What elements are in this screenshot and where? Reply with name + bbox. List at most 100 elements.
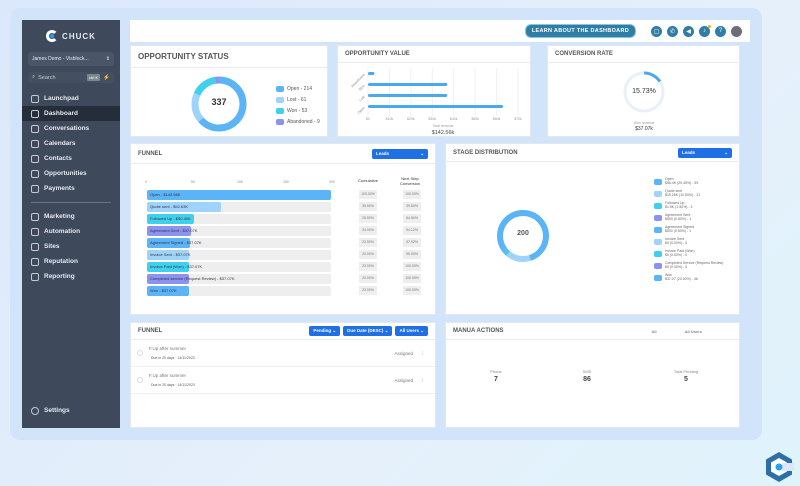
cumulative-value: 23.00% [359,274,377,283]
sidebar-item-automation[interactable]: Automation [22,224,120,239]
task-due: Due in 20 days · 14/11/2023 [151,356,195,360]
funnel-row: Invoice Sent - $37.07K [147,250,331,260]
stat-value: 7 [494,376,498,383]
legend-swatch [654,251,662,257]
sidebar-item-reputation[interactable]: Reputation [22,254,120,269]
cumulative-header: Cumulative [357,178,378,183]
task-item[interactable]: F.Up after summer Due in 20 days · 14/11/… [131,340,435,367]
funnel-row: Completed service (Request Review) - $37… [147,274,331,284]
legend-item: Quote sent $15.26K (10.50%) - 21 [654,189,723,197]
select-value: Leads [682,149,696,155]
funnel-bar-label: Won - $37.07K [150,288,177,293]
value-bar [368,105,503,108]
sidebar-item-settings[interactable]: Settings [22,403,79,418]
search-input[interactable]: ⌕ Search ctrl K ⚡ [28,72,114,83]
sidebar-item-dashboard[interactable]: Dashboard [22,106,120,121]
sidebar-item-payments[interactable]: Payments [22,181,120,196]
funnel-row: Agreement Signed - $37.07K [147,238,331,248]
legend-detail: $37.07 (23.00%) - 46 [665,277,698,281]
card-title: OPPORTUNITY STATUS [138,52,229,61]
user-filter[interactable]: All Users ⌄ [395,326,428,336]
task-status: Assigned [394,351,413,356]
task-checkbox[interactable] [137,350,143,356]
sidebar-item-opportunities[interactable]: Opportunities [22,166,120,181]
legend-detail: $0 (0.00%) - 0 [665,253,688,257]
phone-icon[interactable]: ✆ [667,25,678,37]
ring-progress [623,71,665,113]
kebab-menu-icon[interactable]: ⋮ [420,351,426,356]
legend-label: Abandoned - 9 [287,119,320,125]
y-tick-label: Won [358,84,366,92]
x-tick-label: 100 [237,180,243,184]
sidebar-item-label: Settings [44,407,70,414]
card-header: FUNNEL Pending ⌄ Due Date (DESC) ⌄ All U… [131,323,435,340]
legend-label: Won [665,273,673,277]
funnel-pipeline-select[interactable]: Leads ⌄ [372,148,428,159]
funnel-bar-label: Invoice Sent - $37.07K [150,252,191,257]
stage-pipeline-select[interactable]: Leads ⌄ [678,147,732,158]
account-switcher[interactable]: James Demo - Visblock... ⇕ [28,52,114,66]
funnel-row: Agreement Sent - $37.07K [147,226,331,236]
bolt-icon[interactable]: ⚡ [103,74,110,81]
sidebar-item-marketing[interactable]: Marketing [22,209,120,224]
status-filter[interactable]: Pending ⌄ [309,326,341,336]
select-value: All Users [399,328,419,333]
next-step-value: 94.12% [403,226,421,235]
select-value: Pending [313,328,332,333]
legend-label: Completed Service (Request Review) [665,261,724,265]
payments-icon [31,184,39,193]
task-item[interactable]: F.Up after summer Due in 20 days · 14/11/… [131,367,435,394]
legend-detail: $500 (0.50%) - 1 [665,229,692,233]
y-tick-label: Open [357,106,366,115]
legend-swatch [654,239,662,245]
card-title: FUNNEL [138,328,163,334]
user-filter[interactable]: All Users [684,328,702,334]
sidebar-item-contacts[interactable]: Contacts [22,151,120,166]
value-bar [368,94,448,97]
status-donut [191,76,247,132]
sidebar-item-label: Opportunities [44,170,87,177]
stat-label: Phone [490,369,502,374]
stat-value: 5 [684,376,688,383]
chevron-down-icon: ⌄ [724,149,728,155]
legend-swatch [276,97,284,103]
cumulative-value: 23.00% [359,286,377,295]
legend-detail: $0 (0.00%) - 0 [665,241,688,245]
stage-legend: Open $56.4K (29.45%) - 59 Quote sent $15.26… [654,177,723,285]
sort-filter[interactable]: Due Date (DESC) ⌄ [343,326,393,336]
funnel-bar: Invoice Sent - $37.07K [147,250,191,260]
sidebar-item-conversations[interactable]: Conversations [22,121,120,136]
card-header: CONVERSION RATE [548,46,739,63]
learn-dashboard-button[interactable]: LEARN ABOUT THE DASHBOARD [524,24,636,38]
stat-sms: SMS 86 [572,369,602,383]
legend-label: Invoice Paid (Won) [665,249,695,253]
help-icon[interactable]: ? [715,25,726,37]
sidebar-item-calendars[interactable]: Calendars [22,136,120,151]
chat-icon[interactable]: ▢ [651,25,662,37]
sidebar-item-launchpad[interactable]: Launchpad [22,91,120,106]
sidebar: CHUCK James Demo - Visblock... ⇕ ⌕ Search c… [22,20,120,428]
next-step-value: 97.92% [403,238,421,247]
sidebar-item-label: Sites [44,243,60,250]
card-header: OPPORTUNITY STATUS [131,46,327,68]
funnel-bar-label: Followed Up - $50.40K [150,216,191,221]
bell-icon[interactable]: ♪ [699,24,711,37]
sidebar-item-sites[interactable]: Sites [22,239,120,254]
cumulative-value: 23.50% [359,238,377,247]
funnel-bar-label: Completed service (Request Review) - $37… [150,276,235,281]
sidebar-item-reporting[interactable]: Reporting [22,269,120,284]
task-status: Assigned [394,378,413,383]
sidebar-item-label: Payments [44,185,75,192]
avatar[interactable] [731,25,742,37]
legend-item: Open - 214 [276,86,320,92]
megaphone-icon[interactable]: ◀ [683,25,694,37]
status-slice [191,76,247,132]
next-step-value: 95.00% [403,250,421,259]
sidebar-item-label: Automation [44,228,81,235]
task-checkbox[interactable] [137,377,143,383]
x-tick-label: 150 [283,180,289,184]
type-filter[interactable]: All [651,328,657,334]
funnel-bar: Agreement Sent - $37.07K [147,226,197,236]
kebab-menu-icon[interactable]: ⋮ [420,378,426,383]
legend-item: Agreement Signed $500 (0.50%) - 1 [654,225,723,233]
